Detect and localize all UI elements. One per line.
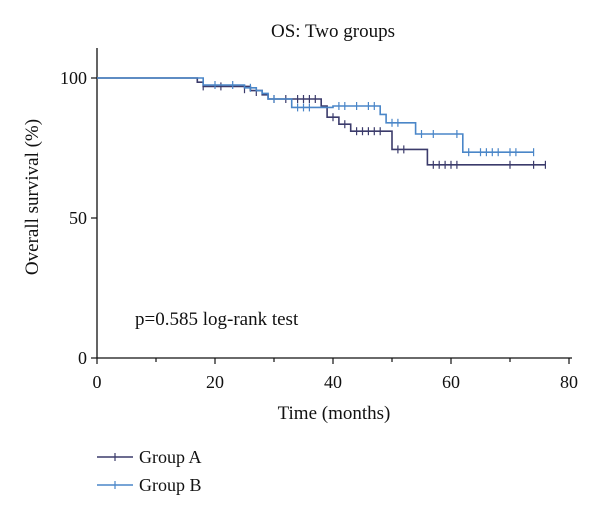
p-value-annotation: p=0.585 log-rank test (135, 309, 299, 330)
x-tick-label-4: 80 (560, 372, 578, 392)
legend-label-0: Group A (139, 447, 202, 467)
x-tick-label-0: 0 (93, 372, 102, 392)
legend-label-1: Group B (139, 475, 202, 495)
legend-item-0: Group A (97, 447, 202, 467)
chart-title: OS: Two groups (271, 21, 395, 42)
x-tick-label-2: 40 (324, 372, 342, 392)
tick-labels: 0 20 40 60 80 0 50 100 (60, 68, 578, 392)
y-axis-label: Overall survival (%) (22, 119, 43, 275)
x-tick-label-3: 60 (442, 372, 460, 392)
y-tick-label-0: 0 (78, 348, 87, 368)
series-line-1 (97, 77, 534, 153)
legend: Group A Group B (97, 447, 202, 495)
ticks (91, 77, 570, 364)
x-axis-label: Time (months) (278, 403, 391, 424)
series-0 (97, 77, 547, 169)
series-layer (97, 77, 547, 169)
legend-item-1: Group B (97, 475, 202, 495)
y-tick-label-1: 50 (69, 208, 87, 228)
series-1 (97, 77, 535, 157)
axes (96, 48, 572, 359)
y-tick-label-2: 100 (60, 68, 87, 88)
x-tick-label-1: 20 (206, 372, 224, 392)
